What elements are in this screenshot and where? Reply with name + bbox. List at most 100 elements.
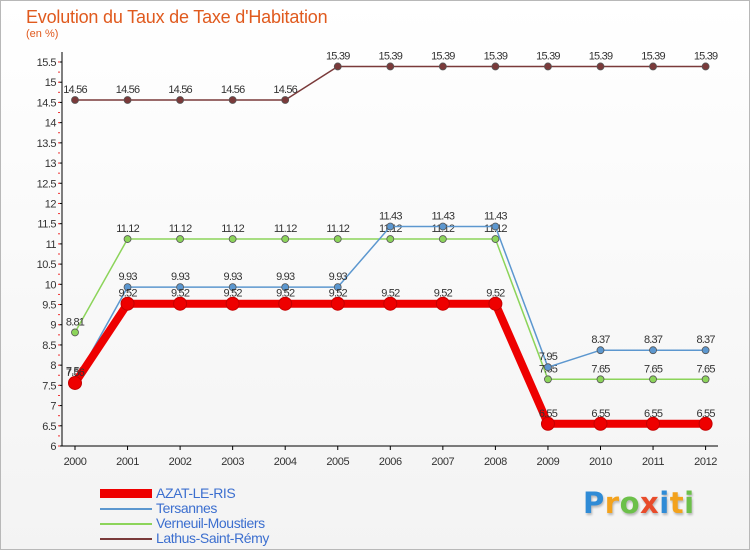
data-label-lathus-saint-r-my: 15.39 bbox=[431, 50, 455, 62]
data-label-azat-le-ris: 9.52 bbox=[171, 288, 190, 300]
logo-letter: P bbox=[583, 486, 605, 520]
data-label-lathus-saint-r-my: 14.56 bbox=[116, 84, 140, 96]
data-label-verneuil-moustiers: 7.65 bbox=[644, 363, 663, 375]
data-point-azat-le-ris bbox=[383, 296, 398, 311]
y-tick-label: 10.5 bbox=[37, 259, 57, 271]
data-point-verneuil-moustiers bbox=[228, 235, 237, 243]
y-tick-label: 8.5 bbox=[42, 340, 56, 352]
x-tick-label: 2012 bbox=[694, 456, 717, 468]
y-tick-label: 14 bbox=[45, 118, 57, 130]
data-point-azat-le-ris bbox=[173, 296, 188, 311]
data-label-verneuil-moustiers: 11.12 bbox=[274, 223, 297, 235]
data-point-verneuil-moustiers bbox=[123, 235, 132, 243]
legend-swatch bbox=[100, 489, 152, 498]
data-point-azat-le-ris bbox=[593, 416, 608, 431]
x-tick-label: 2005 bbox=[326, 456, 349, 468]
y-tick-label: 13.5 bbox=[37, 138, 57, 150]
data-label-verneuil-moustiers: 11.12 bbox=[326, 223, 349, 235]
data-point-lathus-saint-r-my bbox=[596, 62, 605, 71]
y-tick-label: 11.5 bbox=[37, 219, 56, 231]
data-point-lathus-saint-r-my bbox=[491, 62, 500, 71]
legend-swatch bbox=[100, 538, 152, 540]
y-tick-label: 8 bbox=[50, 360, 56, 372]
legend-swatch bbox=[100, 523, 152, 525]
y-tick-label: 11 bbox=[46, 239, 57, 251]
proxiti-logo: Proxiti bbox=[583, 486, 695, 520]
x-tick-label: 2001 bbox=[116, 456, 139, 468]
data-label-lathus-saint-r-my: 15.39 bbox=[641, 50, 665, 62]
data-point-tersannes bbox=[123, 283, 132, 292]
x-tick-label: 2008 bbox=[484, 456, 507, 468]
data-point-verneuil-moustiers bbox=[491, 235, 500, 243]
y-tick-label: 10 bbox=[45, 279, 57, 291]
data-label-azat-le-ris: 9.52 bbox=[434, 288, 453, 300]
x-tick-label: 2007 bbox=[431, 456, 454, 468]
data-label-tersannes: 9.93 bbox=[224, 271, 243, 283]
data-label-tersannes: 7.95 bbox=[539, 351, 558, 363]
data-label-tersannes: 9.93 bbox=[171, 271, 190, 283]
y-axis-unit: (en %) bbox=[26, 28, 59, 40]
y-tick-label: 12.5 bbox=[37, 178, 57, 190]
data-point-verneuil-moustiers bbox=[386, 235, 395, 243]
data-label-lathus-saint-r-my: 15.39 bbox=[379, 50, 403, 62]
data-label-azat-le-ris: 6.55 bbox=[644, 408, 663, 420]
legend-swatch bbox=[100, 508, 152, 510]
data-label-tersannes: 9.93 bbox=[329, 271, 348, 283]
data-label-azat-le-ris: 9.52 bbox=[224, 288, 243, 300]
data-label-lathus-saint-r-my: 15.39 bbox=[589, 50, 613, 62]
data-point-verneuil-moustiers bbox=[333, 235, 342, 243]
data-point-lathus-saint-r-my bbox=[228, 96, 237, 104]
data-label-tersannes: 11.43 bbox=[484, 211, 507, 223]
legend-label: AZAT-LE-RIS bbox=[156, 485, 236, 501]
data-label-lathus-saint-r-my: 15.39 bbox=[536, 50, 560, 62]
data-point-azat-le-ris bbox=[698, 416, 713, 431]
data-point-azat-le-ris bbox=[488, 296, 503, 311]
data-point-azat-le-ris bbox=[225, 296, 240, 311]
data-point-verneuil-moustiers bbox=[281, 235, 290, 243]
logo-letter: x bbox=[640, 486, 660, 520]
data-point-lathus-saint-r-my bbox=[123, 96, 132, 104]
data-point-tersannes bbox=[544, 363, 552, 372]
data-label-lathus-saint-r-my: 14.56 bbox=[221, 84, 245, 96]
y-tick-label: 14.5 bbox=[37, 97, 57, 109]
series-line-azat-le-ris bbox=[71, 299, 710, 428]
y-tick-label: 7.5 bbox=[42, 380, 56, 392]
data-point-tersannes bbox=[438, 222, 447, 231]
data-point-tersannes bbox=[228, 283, 237, 292]
x-tick-label: 2010 bbox=[589, 456, 612, 468]
data-label-tersannes: 8.37 bbox=[591, 334, 610, 346]
x-tick-label: 2006 bbox=[379, 456, 402, 468]
data-label-azat-le-ris: 9.52 bbox=[276, 288, 295, 300]
data-point-verneuil-moustiers bbox=[71, 328, 79, 337]
logo-letter: t bbox=[669, 486, 685, 520]
data-point-tersannes bbox=[281, 283, 290, 292]
y-tick-label: 6 bbox=[50, 441, 56, 453]
x-tick-label: 2011 bbox=[642, 456, 664, 468]
data-label-lathus-saint-r-my: 14.56 bbox=[168, 84, 192, 96]
data-point-verneuil-moustiers bbox=[701, 375, 710, 384]
logo-letter: r bbox=[604, 486, 620, 520]
data-label-verneuil-moustiers: 11.12 bbox=[221, 223, 244, 235]
data-label-verneuil-moustiers: 7.65 bbox=[591, 363, 610, 375]
data-point-azat-le-ris bbox=[330, 296, 345, 311]
x-tick-label: 2002 bbox=[169, 456, 192, 468]
data-label-lathus-saint-r-my: 15.39 bbox=[326, 50, 350, 62]
data-point-lathus-saint-r-my bbox=[649, 62, 657, 71]
data-point-azat-le-ris bbox=[540, 416, 555, 431]
logo-letter: i bbox=[684, 486, 695, 520]
x-tick-label: 2003 bbox=[221, 456, 244, 468]
logo-letter: i bbox=[659, 486, 670, 520]
data-point-lathus-saint-r-my bbox=[701, 62, 710, 71]
data-point-tersannes bbox=[333, 283, 342, 292]
y-tick-label: 6.5 bbox=[42, 421, 56, 433]
data-label-tersannes: 8.37 bbox=[696, 334, 715, 346]
data-point-tersannes bbox=[596, 346, 605, 355]
data-label-lathus-saint-r-my: 15.39 bbox=[694, 50, 718, 62]
data-point-azat-le-ris bbox=[278, 296, 293, 311]
data-label-azat-le-ris: 7.56 bbox=[66, 367, 85, 379]
data-point-lathus-saint-r-my bbox=[386, 62, 395, 71]
data-label-azat-le-ris: 6.55 bbox=[539, 408, 558, 420]
data-label-lathus-saint-r-my: 14.56 bbox=[273, 84, 297, 96]
data-label-azat-le-ris: 9.52 bbox=[329, 288, 348, 300]
